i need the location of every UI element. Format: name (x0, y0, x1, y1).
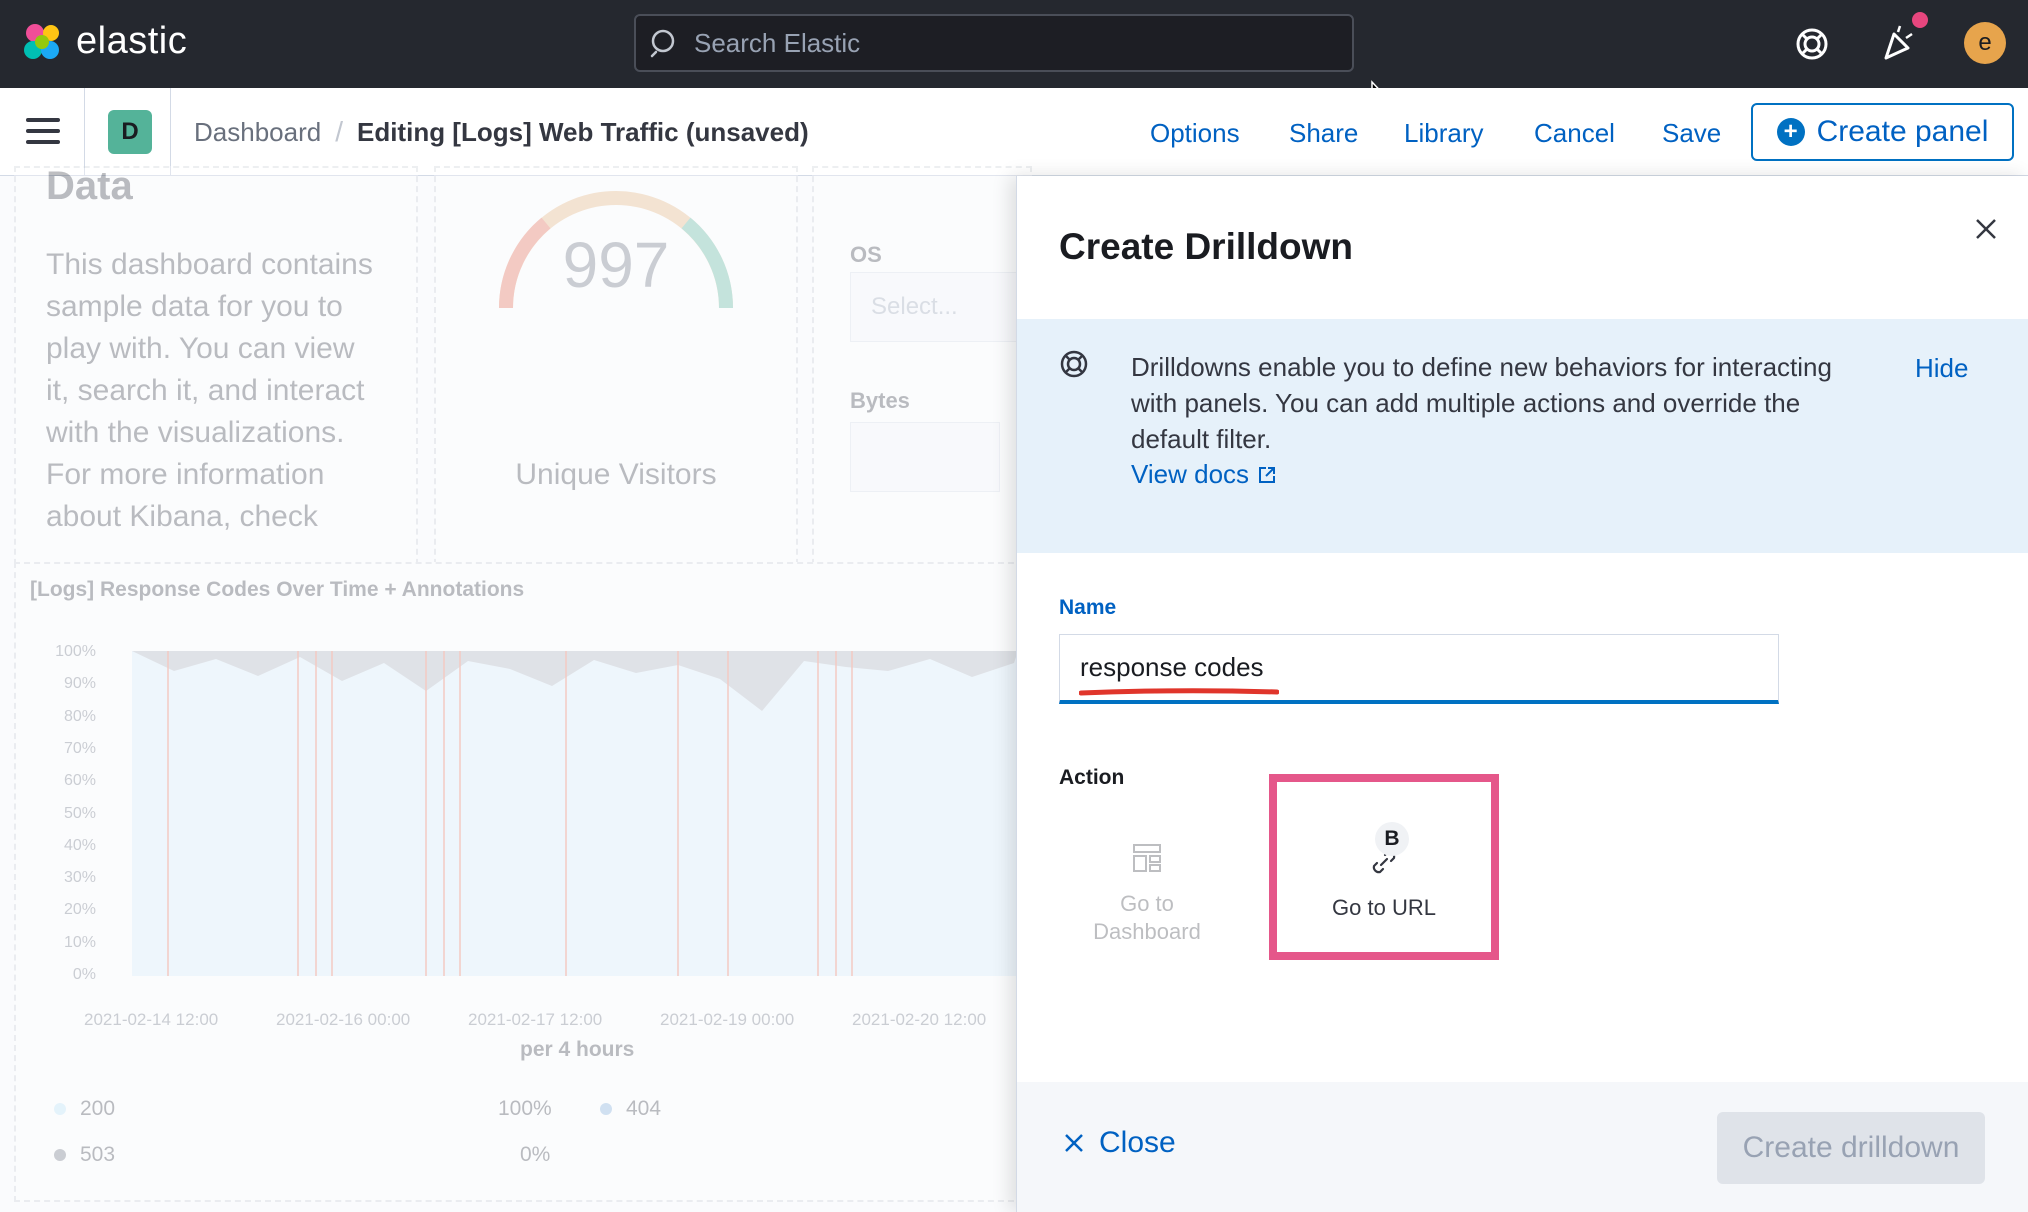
search-placeholder: Search Elastic (694, 27, 861, 58)
brand-name: elastic (76, 20, 188, 62)
keyboard-hint-badge: B (1375, 822, 1409, 856)
global-header: elastic Search Elastic e (0, 0, 2028, 88)
markdown-title: Data (46, 166, 133, 208)
view-docs-label: View docs (1131, 459, 1250, 489)
legend-value-200: 100% (498, 1097, 552, 1120)
breadcrumb-current: Editing [Logs] Web Traffic (unsaved) (356, 116, 809, 147)
x-tick-label: 2021-02-20 12:00 (852, 1010, 987, 1029)
search-input[interactable]: Search Elastic (634, 14, 1354, 72)
chart-area (132, 651, 1018, 976)
x-tick-label: 2021-02-14 12:00 (84, 1010, 219, 1029)
breadcrumb: Dashboard / Editing [Logs] Web Traffic (… (194, 116, 809, 148)
y-tick-label: 40% (63, 836, 96, 854)
bytes-range (850, 422, 1000, 492)
y-tick-label: 10% (63, 933, 96, 951)
legend-swatch (600, 1103, 612, 1115)
notification-dot (1912, 12, 1928, 28)
gauge-arc-icon (498, 191, 734, 309)
chart-title: [Logs] Response Codes Over Time + Annota… (30, 578, 525, 601)
y-tick-label: 20% (63, 901, 96, 919)
divider (170, 88, 171, 176)
dashboard-canvas: Data This dashboard contains sample data… (0, 166, 1040, 1212)
help-icon (1060, 350, 1088, 378)
elastic-logo-icon (24, 23, 59, 59)
flyout-title: Create Drilldown (1059, 226, 1353, 267)
legend-swatch (54, 1103, 66, 1115)
share-link[interactable]: Share (1289, 118, 1359, 148)
x-tick-label: 2021-02-17 12:00 (468, 1010, 603, 1029)
name-field-label: Name (1059, 596, 1117, 619)
bytes-control-label: Bytes (850, 388, 910, 413)
y-tick-label: 30% (63, 869, 96, 887)
controls-panel: OS Select... Bytes (812, 166, 1040, 726)
save-link[interactable]: Save (1662, 118, 1722, 148)
go-to-url-label: Go to URL (1332, 895, 1436, 920)
hide-callout-link[interactable]: Hide (1915, 353, 1969, 383)
os-select-placeholder: Select... (871, 293, 958, 320)
markdown-text: This dashboard contains sample data for … (46, 248, 373, 533)
action-field-label: Action (1059, 766, 1125, 789)
menu-toggle-icon[interactable] (26, 118, 60, 146)
legend-item-404: 404 (600, 1097, 661, 1121)
legend-item-200: 200 (54, 1097, 115, 1121)
y-tick-label: 80% (63, 707, 96, 725)
news-feed-icon[interactable] (1876, 22, 1920, 66)
callout-text: Drilldowns enable you to define new beha… (1131, 352, 1832, 454)
breadcrumb-separator: / (335, 116, 343, 147)
flyout-footer: Close Create drilldown (1017, 1082, 2028, 1212)
gauge-label: Unique Visitors (515, 458, 717, 491)
breadcrumb-dashboard[interactable]: Dashboard (194, 116, 322, 147)
options-link[interactable]: Options (1150, 118, 1240, 148)
app-header: D Dashboard / Editing [Logs] Web Traffic… (0, 88, 2028, 176)
gauge-value: 997 (562, 229, 670, 301)
x-tick-label: 2021-02-19 00:00 (660, 1010, 795, 1029)
space-avatar[interactable]: D (108, 110, 152, 154)
os-select: Select... (850, 272, 1040, 342)
create-drilldown-button[interactable]: Create drilldown (1717, 1112, 1985, 1184)
gauge-panel: 997 Unique Visitors (434, 166, 798, 726)
annotation-underline (1079, 688, 1279, 696)
y-tick-label: 50% (63, 804, 96, 822)
help-icon[interactable] (1790, 22, 1834, 66)
legend-swatch (54, 1149, 66, 1161)
go-to-dashboard-action[interactable]: Go to Dashboard (1059, 814, 1235, 958)
y-tick-label: 60% (63, 772, 96, 790)
x-axis-label: per 4 hours (520, 1038, 635, 1061)
user-avatar[interactable]: e (1964, 22, 2006, 64)
view-docs-link[interactable]: View docs (1131, 459, 1277, 490)
go-to-url-action[interactable]: B Go to URL (1269, 774, 1499, 960)
close-button[interactable]: Close (1063, 1126, 1176, 1160)
cancel-link[interactable]: Cancel (1534, 118, 1615, 148)
legend-label: 404 (626, 1097, 662, 1120)
y-tick-label: 70% (63, 739, 96, 757)
go-to-dashboard-label: Go to Dashboard (1093, 891, 1201, 944)
y-tick-label: 0% (72, 966, 96, 983)
library-link[interactable]: Library (1404, 118, 1484, 148)
markdown-panel: Data This dashboard contains sample data… (14, 166, 418, 726)
close-button-label: Close (1099, 1126, 1176, 1159)
y-tick-label: 90% (63, 675, 96, 693)
close-icon[interactable] (1973, 216, 1999, 242)
elastic-logo[interactable]: elastic (22, 20, 187, 63)
legend-label: 200 (80, 1097, 116, 1120)
close-icon (1065, 1134, 1083, 1152)
create-drilldown-flyout: Create Drilldown Drilldowns enable you t… (1016, 176, 2028, 1212)
legend-label: 503 (80, 1143, 116, 1166)
info-callout: Drilldowns enable you to define new beha… (1017, 319, 2028, 553)
search-icon (650, 29, 675, 58)
divider (84, 88, 85, 176)
legend-value-503: 0% (520, 1143, 551, 1166)
create-panel-label: Create panel (1816, 115, 1989, 148)
legend-item-503: 503 (54, 1143, 115, 1167)
dashboard-icon (1133, 844, 1161, 872)
x-tick-label: 2021-02-16 00:00 (276, 1010, 411, 1029)
chart-series-area (132, 651, 1018, 711)
plus-icon: + (1776, 118, 1805, 146)
y-tick-label: 100% (55, 643, 96, 660)
external-link-icon (1259, 466, 1276, 483)
response-codes-panel (14, 562, 1024, 1202)
create-panel-button[interactable]: + Create panel (1751, 103, 2014, 161)
os-control-label: OS (850, 242, 882, 267)
